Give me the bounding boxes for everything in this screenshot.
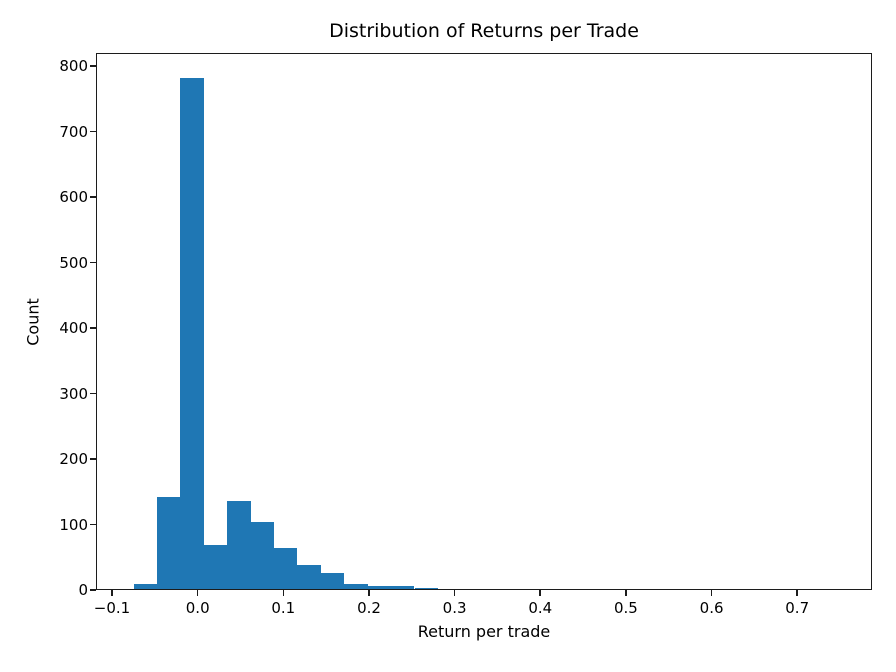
y-tick-label: 800	[59, 57, 88, 76]
y-tick-mark	[90, 65, 96, 67]
y-tick-label: 100	[59, 515, 88, 534]
y-tick-mark	[90, 261, 96, 264]
y-tick-label: 500	[59, 253, 88, 272]
histogram-bar	[157, 497, 181, 589]
x-tick-mark	[539, 590, 542, 596]
x-tick-mark	[368, 590, 370, 596]
y-tick-mark	[90, 327, 96, 329]
x-tick-mark	[453, 590, 456, 596]
x-tick-label: 0.7	[785, 599, 810, 617]
chart-title: Distribution of Returns per Trade	[329, 20, 639, 42]
y-tick-label: 300	[59, 384, 88, 403]
x-tick-mark	[196, 590, 199, 596]
x-tick-label: 0.4	[528, 599, 553, 617]
x-tick-label: 0.0	[185, 599, 210, 617]
y-tick-mark	[90, 196, 96, 198]
y-tick-mark	[90, 589, 96, 591]
histogram-bar	[250, 522, 275, 589]
x-tick-mark	[796, 590, 799, 596]
histogram-bar	[391, 586, 415, 589]
y-tick-label: 700	[59, 122, 88, 141]
y-tick-mark	[90, 392, 96, 395]
histogram-bar	[227, 500, 251, 589]
histogram-bar	[133, 583, 157, 589]
histogram-bar	[367, 585, 392, 589]
y-tick-mark	[90, 458, 96, 460]
y-tick-label: 0	[78, 581, 88, 599]
y-tick-label: 600	[59, 188, 88, 207]
x-tick-mark	[625, 590, 627, 596]
y-tick-mark	[90, 523, 96, 526]
x-tick-label: −0.1	[93, 599, 131, 617]
histogram-bar	[320, 573, 345, 589]
x-tick-label: 0.2	[357, 599, 381, 617]
x-axis-label: Return per trade	[417, 622, 551, 641]
histogram-bar	[203, 544, 228, 589]
histogram-bar	[344, 583, 368, 589]
y-axis-label: Count	[23, 298, 43, 346]
x-tick-mark	[710, 590, 713, 596]
x-tick-mark	[282, 590, 285, 596]
x-tick-label: 0.6	[699, 599, 724, 617]
y-tick-mark	[90, 130, 96, 133]
x-tick-label: 0.1	[271, 599, 296, 617]
x-tick-label: 0.3	[442, 599, 467, 617]
y-tick-label: 200	[59, 450, 88, 468]
histogram-bar	[297, 564, 321, 589]
histogram-bar	[274, 548, 298, 589]
plot-area	[96, 53, 872, 590]
histogram-bar	[180, 78, 204, 589]
x-tick-label: 0.5	[613, 599, 638, 617]
histogram-bar	[414, 587, 438, 589]
y-tick-label: 400	[59, 319, 88, 337]
x-tick-mark	[111, 590, 113, 596]
